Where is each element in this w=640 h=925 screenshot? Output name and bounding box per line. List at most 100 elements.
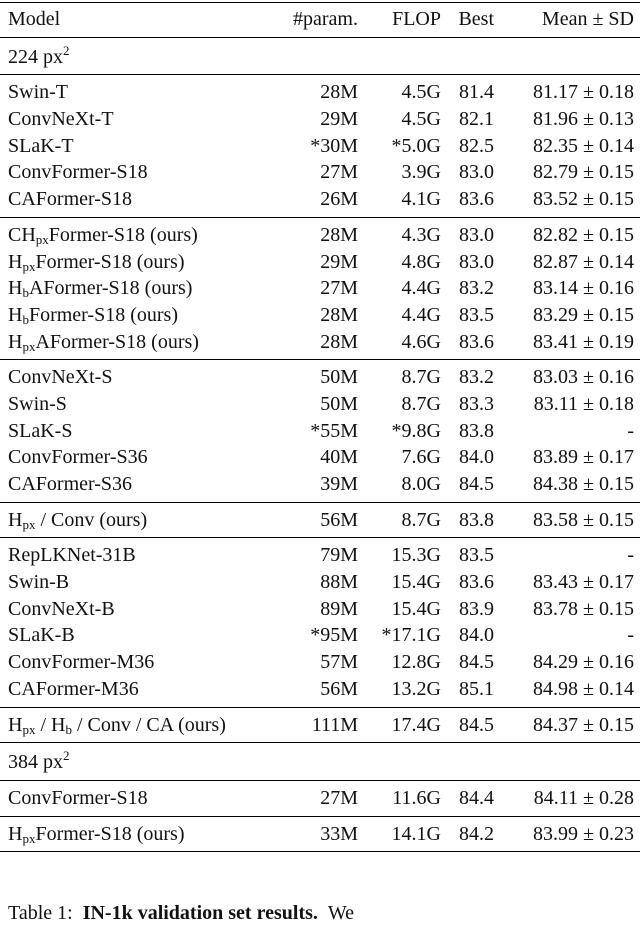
caption-bold: IN-1k validation set results.	[82, 902, 318, 924]
table-row: CAFormer-S36 39M 8.0G 84.5 84.38 ± 0.15	[0, 471, 640, 498]
model-subscript: px	[22, 516, 36, 532]
flop-cell: 4.3G	[401, 223, 441, 246]
model-text: ConvNeXt-B	[8, 597, 115, 620]
model-cell: HbFormer-S18 (ours)	[8, 302, 178, 329]
model-cell: SLaK-B	[8, 622, 75, 649]
flop-cell: 17.4G	[391, 713, 441, 736]
best-cell: 83.6	[459, 188, 494, 211]
model-text: AFormer-S18 (ours)	[28, 277, 193, 300]
model-text: ConvNeXt-T	[8, 108, 114, 131]
header-block: Model #param. FLOP Best Mean ± SD	[0, 3, 640, 38]
params-cell: 28M	[320, 330, 358, 353]
row-group: Hpx / Hb / Conv / CA (ours) 111M 17.4G 84.5…	[0, 706, 640, 743]
params-cell: 79M	[320, 544, 358, 567]
model-cell: Hpx / Hb / Conv / CA (ours)	[8, 712, 226, 739]
table-row: ConvNeXt-S 50M 8.7G 83.2 83.03 ± 0.16	[0, 364, 640, 391]
model-text: / H	[35, 713, 66, 736]
model-cell: ConvNeXt-S	[8, 364, 112, 391]
table-row: Swin-B 88M 15.4G 83.6 83.43 ± 0.17	[0, 569, 640, 596]
mean-cell: 83.78 ± 0.15	[533, 597, 634, 620]
best-cell: 84.5	[459, 473, 494, 495]
model-text: ConvFormer-M36	[8, 651, 155, 674]
model-cell: ConvFormer-S18	[8, 159, 148, 186]
model-text: CAFormer-S36	[8, 473, 133, 495]
row-group: RepLKNet-31B 79M 15.3G 83.5 - Swin-B 88M 15.4G 8…	[0, 537, 640, 706]
section-label-row: 224 px2	[0, 44, 640, 71]
table-row: CAFormer-S18 26M 4.1G 83.6 83.52 ± 0.15	[0, 186, 640, 213]
params-cell: 50M	[320, 366, 358, 389]
params-cell: 27M	[320, 786, 358, 809]
flop-cell: 4.8G	[401, 250, 441, 273]
best-cell: 83.2	[459, 366, 494, 389]
model-text: H	[8, 713, 23, 736]
mean-cell: 84.37 ± 0.15	[533, 713, 634, 736]
mean-cell: 83.43 ± 0.17	[533, 571, 634, 594]
best-cell: 83.3	[459, 392, 494, 415]
table-row: HpxFormer-S18 (ours) 33M 14.1G 84.2 83.99 ± …	[0, 821, 640, 848]
best-cell: 84.4	[459, 786, 494, 809]
params-cell: *55M	[310, 419, 358, 442]
mean-cell: 82.79 ± 0.15	[533, 161, 634, 184]
model-subscript: b	[22, 285, 29, 301]
mean-cell: 83.11 ± 0.18	[533, 392, 634, 415]
mean-cell: 83.03 ± 0.16	[533, 366, 634, 389]
model-text: H	[8, 303, 23, 326]
model-cell: ConvFormer-S18	[8, 785, 148, 812]
best-cell: 82.1	[459, 108, 494, 131]
params-cell: 88M	[320, 571, 358, 594]
table-row: Swin-S 50M 8.7G 83.3 83.11 ± 0.18	[0, 391, 640, 418]
model-cell: HpxFormer-S18 (ours)	[8, 821, 184, 848]
model-text: H	[8, 508, 23, 531]
mean-cell: 84.98 ± 0.14	[533, 677, 634, 700]
best-cell: 81.4	[459, 81, 494, 104]
params-cell: 33M	[320, 822, 358, 845]
mean-cell: 84.11 ± 0.28	[533, 786, 634, 809]
params-cell: 28M	[320, 81, 358, 104]
mean-cell: -	[627, 624, 634, 647]
params-cell: *30M	[310, 134, 358, 157]
header-cell: Model	[8, 8, 61, 30]
mean-cell: 81.17 ± 0.18	[533, 81, 634, 104]
section-label-text: 224 px	[8, 45, 63, 68]
params-cell: 27M	[320, 277, 358, 300]
mean-cell: 82.82 ± 0.15	[533, 223, 634, 246]
mean-cell: 84.29 ± 0.16	[533, 651, 634, 674]
params-cell: *95M	[310, 624, 358, 647]
model-text: H	[8, 250, 23, 273]
table-row: ConvNeXt-T 29M 4.5G 82.1 81.96 ± 0.13	[0, 106, 640, 133]
model-text: ConvNeXt-S	[8, 366, 113, 389]
flop-cell: *5.0G	[391, 134, 441, 157]
flop-cell: 8.7G	[401, 392, 441, 415]
model-text: Swin-T	[8, 81, 68, 104]
best-cell: 85.1	[459, 677, 494, 700]
best-cell: 84.0	[459, 446, 494, 469]
flop-cell: 14.1G	[391, 822, 441, 845]
flop-cell: *17.1G	[381, 624, 441, 647]
table-row: ConvFormer-M36 57M 12.8G 84.5 84.29 ± 0.16	[0, 649, 640, 676]
mean-cell: 81.96 ± 0.13	[533, 108, 634, 131]
best-cell: 83.0	[459, 161, 494, 184]
mean-cell: -	[627, 419, 634, 442]
model-cell: ConvFormer-M36	[8, 649, 154, 676]
row-group: ConvFormer-S18 27M 11.6G 84.4 84.11 ± 0.28	[0, 779, 640, 816]
mean-cell: 83.99 ± 0.23	[533, 822, 634, 845]
table-row: HpxFormer-S18 (ours) 29M 4.8G 83.0 82.87 ± 0…	[0, 249, 640, 276]
model-cell: HbAFormer-S18 (ours)	[8, 275, 192, 302]
table-row: Hpx / Conv (ours) 56M 8.7G 83.8 83.58 ± 0.15	[0, 507, 640, 534]
model-text: Former-S18 (ours)	[35, 250, 185, 273]
best-cell: 82.5	[459, 134, 494, 157]
params-cell: 26M	[320, 188, 358, 211]
model-text: CAFormer-S18	[8, 188, 133, 211]
model-subscript: px	[22, 338, 36, 354]
table-row: CAFormer-M36 56M 13.2G 85.1 84.98 ± 0.14	[0, 676, 640, 703]
params-cell: 27M	[320, 161, 358, 184]
model-cell: CHpxFormer-S18 (ours)	[8, 222, 198, 249]
header-cell: FLOP	[392, 8, 441, 30]
mean-cell: 83.89 ± 0.17	[533, 446, 634, 469]
flop-cell: *9.8G	[391, 419, 441, 442]
table-row: ConvFormer-S36 40M 7.6G 84.0 83.89 ± 0.17	[0, 444, 640, 471]
model-text: Former-S18 (ours)	[35, 822, 185, 845]
flop-cell: 4.4G	[401, 277, 441, 300]
flop-cell: 8.0G	[401, 473, 441, 495]
results-table: Model #param. FLOP Best Mean ± SD 224 px2 Swin…	[0, 2, 640, 853]
